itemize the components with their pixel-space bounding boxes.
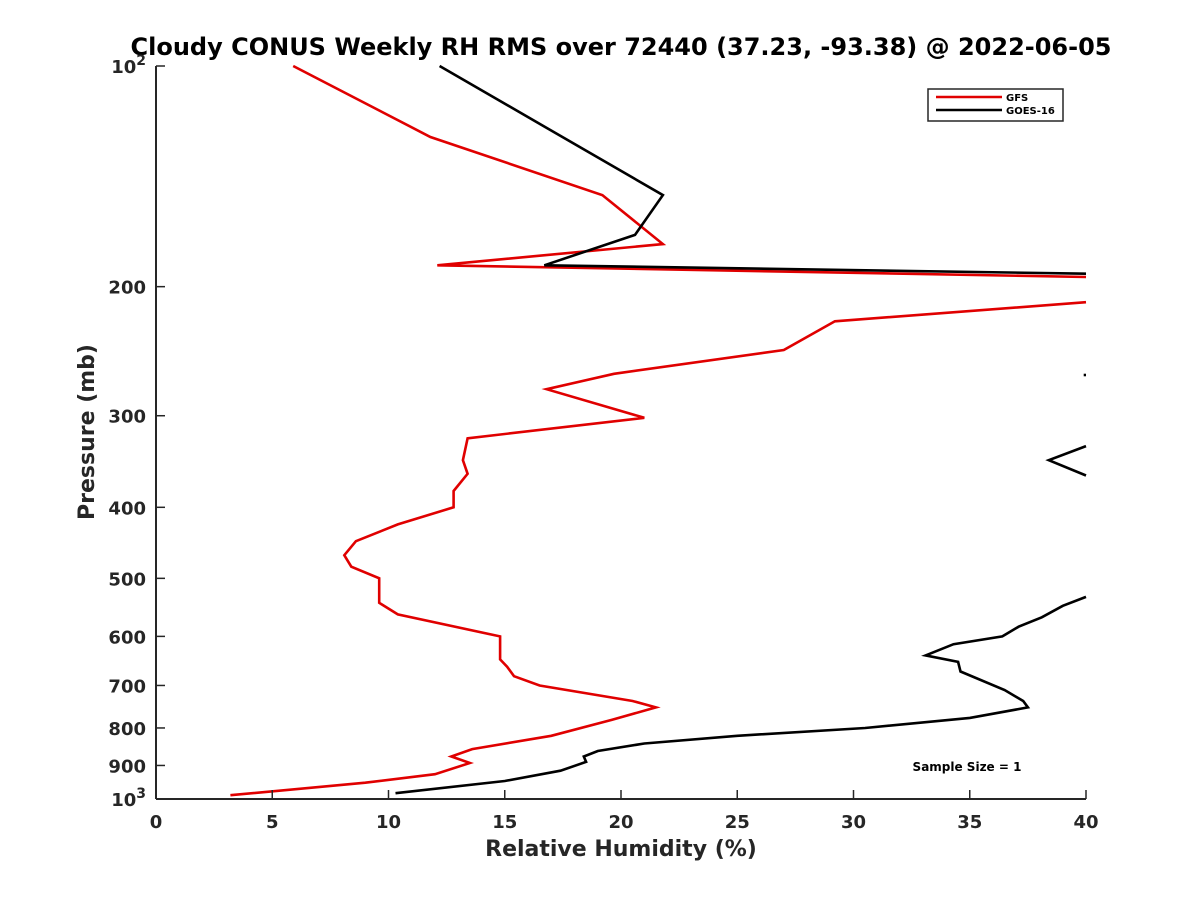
y-tick-label: 400 bbox=[108, 498, 146, 519]
x-tick-label: 25 bbox=[725, 812, 750, 833]
legend-box bbox=[927, 88, 1064, 122]
y-ticks: 102 200 300 400 500 600 700 800 900 103 bbox=[108, 53, 165, 811]
x-tick-label: 20 bbox=[608, 812, 633, 833]
x-tick-label: 0 bbox=[150, 812, 163, 833]
x-tick-label: 40 bbox=[1073, 812, 1098, 833]
series-line-segment bbox=[292, 64, 1087, 279]
legend-label-gfs: GFS bbox=[1006, 93, 1028, 104]
sample-size-annotation: Sample Size = 1 bbox=[913, 760, 1022, 774]
chart-title: Cloudy CONUS Weekly RH RMS over 72440 (3… bbox=[131, 33, 1112, 61]
y-tick-label: 600 bbox=[108, 627, 146, 648]
x-tick-label: 15 bbox=[492, 812, 517, 833]
series-line-segment bbox=[438, 64, 1087, 275]
y-tick-label: 700 bbox=[108, 676, 146, 697]
series-line-segment bbox=[230, 300, 1087, 797]
y-tick-label: 200 bbox=[108, 278, 146, 299]
x-tick-label: 5 bbox=[266, 812, 279, 833]
legend: GFS GOES-16 bbox=[927, 88, 1064, 122]
series-line-segment bbox=[1045, 444, 1087, 477]
series-layer bbox=[230, 64, 1087, 797]
series-line-segment bbox=[395, 595, 1087, 795]
x-axis-label: Relative Humidity (%) bbox=[485, 837, 757, 862]
y-tick-label: 102 bbox=[111, 53, 146, 78]
x-tick-label: 35 bbox=[957, 812, 982, 833]
y-tick-label: 300 bbox=[108, 407, 146, 428]
series-goes-16 bbox=[395, 64, 1087, 795]
x-tick-label: 10 bbox=[376, 812, 401, 833]
x-ticks: 0 5 10 15 20 25 30 35 40 bbox=[150, 790, 1099, 833]
y-tick-label: 800 bbox=[108, 719, 146, 740]
series-gfs bbox=[230, 64, 1087, 797]
y-tick-label: 900 bbox=[108, 756, 146, 777]
y-tick-label: 500 bbox=[108, 569, 146, 590]
y-axis-label: Pressure (mb) bbox=[75, 344, 100, 520]
plot-area-frame bbox=[156, 66, 1086, 799]
x-tick-label: 30 bbox=[841, 812, 866, 833]
y-tick-label: 103 bbox=[111, 786, 146, 811]
legend-label-goes16: GOES-16 bbox=[1006, 106, 1055, 117]
